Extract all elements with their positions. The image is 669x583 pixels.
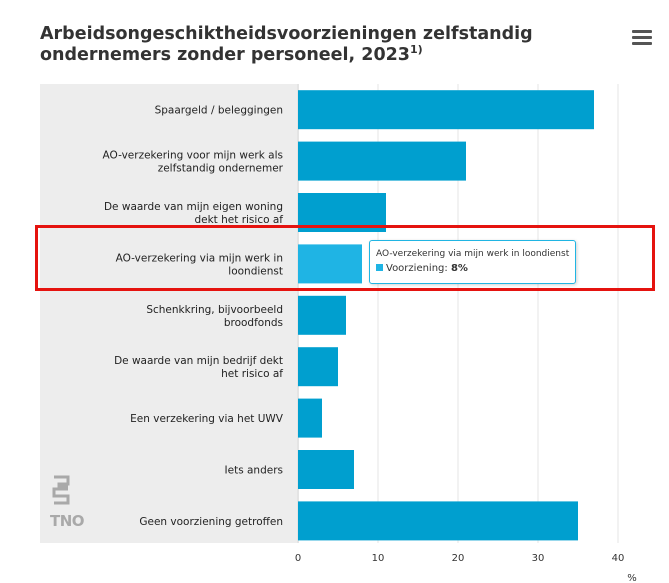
category-labels: Spaargeld / beleggingen AO-verzekering vo…: [103, 105, 284, 528]
bar[interactable]: [298, 450, 354, 489]
bar[interactable]: [298, 193, 386, 232]
bar[interactable]: [298, 141, 466, 181]
tno-logo: TNO: [50, 512, 85, 530]
category-label: Iets anders: [225, 465, 283, 477]
x-axis-ticks: 0 10 20 30 40: [295, 553, 625, 564]
bar[interactable]: [298, 244, 362, 284]
category-label: De waarde van mijn bedrijf dekt het risic…: [114, 355, 283, 380]
x-tick-label: 40: [612, 553, 625, 564]
chart-title-text: Arbeidsongeschiktheidsvoorzieningen zelf…: [40, 24, 533, 65]
title-footnote: 1): [409, 43, 423, 57]
hamburger-menu-icon[interactable]: [630, 30, 654, 50]
category-panel-background: [40, 84, 297, 543]
category-label: Geen voorziening getroffen: [139, 516, 283, 528]
tooltip-series-label: Voorziening:: [386, 263, 448, 274]
cbs-logo: [51, 474, 71, 506]
category-label: Een verzekering via het UWV: [130, 413, 284, 425]
category-label: Spaargeld / beleggingen: [155, 105, 283, 117]
x-tick-label: 10: [372, 553, 385, 564]
tooltip-value: 8%: [450, 263, 468, 274]
bar[interactable]: [298, 347, 338, 387]
x-axis-unit-label: %: [627, 573, 637, 583]
bars: [298, 90, 594, 541]
tooltip-value-row: Voorziening: 8%: [376, 263, 468, 274]
tooltip: AO-verzekering via mijn werk in loondien…: [369, 240, 576, 284]
bar[interactable]: [298, 295, 346, 335]
category-label: AO-verzekering via mijn werk in loondiens…: [116, 252, 283, 277]
x-tick-label: 0: [295, 553, 301, 564]
bar[interactable]: [298, 501, 578, 541]
chart-title: Arbeidsongeschiktheidsvoorzieningen zelf…: [40, 24, 560, 66]
tooltip-series-swatch: [376, 264, 383, 271]
bar[interactable]: [298, 90, 594, 130]
category-label: De waarde van mijn eigen woning dekt het …: [104, 201, 283, 226]
bar[interactable]: [298, 398, 322, 438]
category-label: Schenkkring, bijvoorbeeld broodfonds: [146, 304, 283, 329]
x-tick-label: 20: [452, 553, 465, 564]
x-tick-label: 30: [532, 553, 545, 564]
tooltip-title: AO-verzekering via mijn werk in loondien…: [376, 249, 570, 259]
category-label: AO-verzekering voor mijn werk als zelfsta…: [103, 150, 284, 175]
